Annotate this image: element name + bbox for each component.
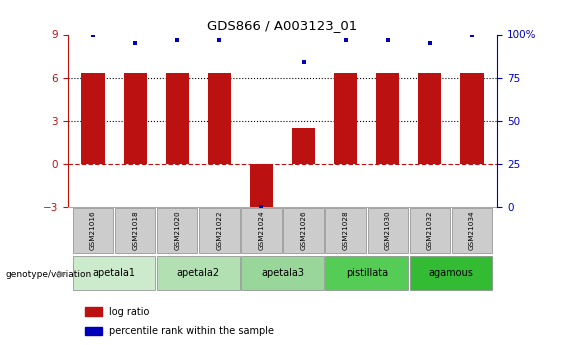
Bar bbox=[73, 208, 113, 253]
Bar bbox=[241, 208, 282, 253]
Bar bbox=[115, 208, 155, 253]
Bar bbox=[199, 208, 240, 253]
Text: GSM21022: GSM21022 bbox=[216, 210, 223, 250]
Text: apetala2: apetala2 bbox=[177, 268, 220, 277]
Text: GSM21020: GSM21020 bbox=[174, 210, 180, 250]
Bar bbox=[73, 256, 155, 290]
Text: percentile rank within the sample: percentile rank within the sample bbox=[108, 326, 273, 336]
Bar bbox=[157, 256, 240, 290]
Bar bbox=[334, 73, 357, 164]
Bar bbox=[124, 73, 147, 164]
Bar bbox=[250, 164, 273, 209]
Bar bbox=[85, 327, 102, 335]
Bar bbox=[208, 73, 231, 164]
Bar bbox=[85, 307, 102, 316]
Bar bbox=[410, 208, 450, 253]
Bar bbox=[410, 256, 492, 290]
Text: GSM21026: GSM21026 bbox=[301, 210, 307, 250]
Text: GSM21028: GSM21028 bbox=[342, 210, 349, 250]
Text: GSM21016: GSM21016 bbox=[90, 210, 96, 250]
Text: agamous: agamous bbox=[428, 268, 473, 277]
Text: genotype/variation: genotype/variation bbox=[6, 270, 92, 279]
Bar bbox=[325, 208, 366, 253]
Bar bbox=[241, 256, 324, 290]
Bar bbox=[376, 73, 399, 164]
Bar bbox=[292, 128, 315, 164]
Text: GSM21024: GSM21024 bbox=[258, 210, 264, 250]
Text: log ratio: log ratio bbox=[108, 306, 149, 316]
Text: apetala3: apetala3 bbox=[261, 268, 304, 277]
Bar bbox=[460, 73, 484, 164]
Bar bbox=[368, 208, 408, 253]
Text: GSM21030: GSM21030 bbox=[385, 210, 391, 250]
Bar bbox=[325, 256, 408, 290]
Text: GSM21034: GSM21034 bbox=[469, 210, 475, 250]
Bar bbox=[418, 73, 441, 164]
Bar bbox=[452, 208, 492, 253]
Text: GSM21018: GSM21018 bbox=[132, 210, 138, 250]
Text: GSM21032: GSM21032 bbox=[427, 210, 433, 250]
Bar bbox=[283, 208, 324, 253]
Bar bbox=[81, 73, 105, 164]
Bar bbox=[157, 208, 197, 253]
Bar bbox=[166, 73, 189, 164]
Title: GDS866 / A003123_01: GDS866 / A003123_01 bbox=[207, 19, 358, 32]
Text: pistillata: pistillata bbox=[346, 268, 388, 277]
Text: apetala1: apetala1 bbox=[93, 268, 136, 277]
